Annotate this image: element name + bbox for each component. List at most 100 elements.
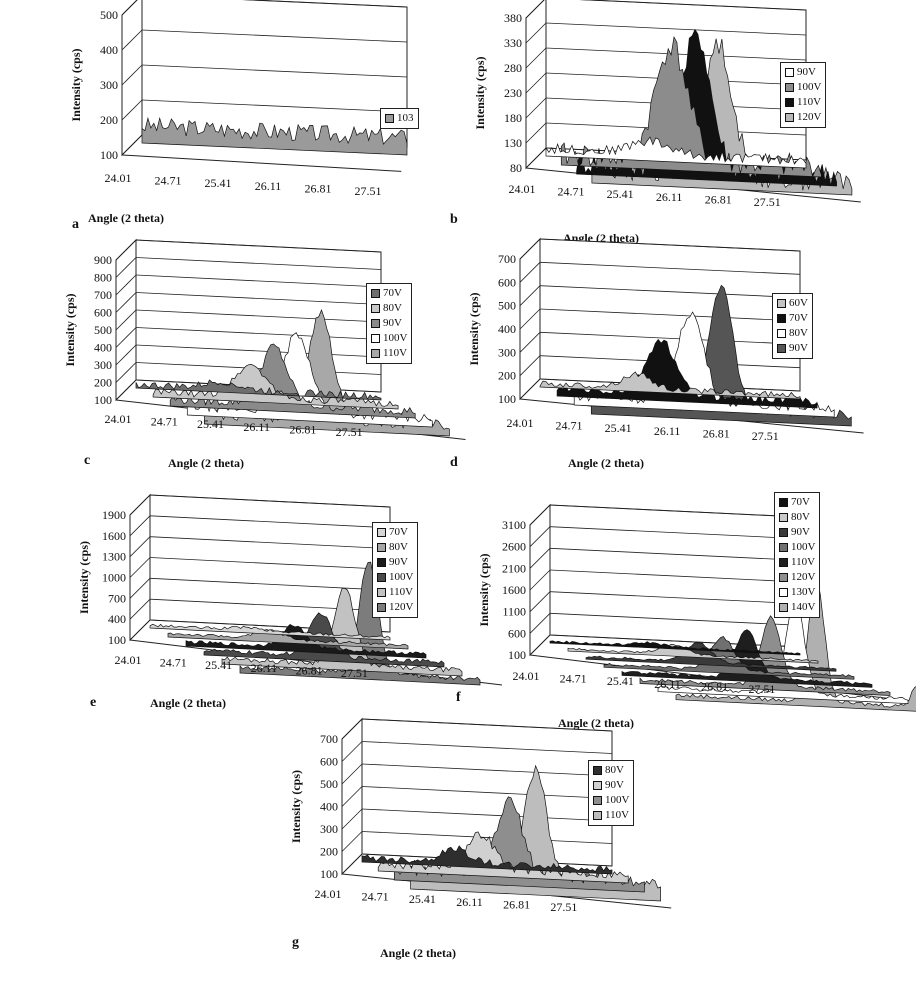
gridline-back — [135, 344, 382, 358]
legend-item-110v: 110V — [371, 346, 407, 361]
legend-item-130v: 130V — [779, 585, 815, 600]
gridline-left — [115, 344, 137, 366]
gridline-back — [135, 292, 382, 305]
gridline-back — [135, 239, 382, 253]
y-tick-label: 400 — [108, 612, 126, 626]
legend-swatch — [785, 113, 794, 122]
legend-item-110v: 110V — [779, 555, 815, 570]
y-tick-label: 800 — [94, 271, 112, 285]
legend-item-100v: 100V — [377, 570, 413, 585]
x-tick-label: 24.01 — [105, 171, 132, 185]
chart-panel-b: 380 330 280 230 180 130 80 24.01 24.71 25.41 26.11… — [450, 0, 916, 245]
gridline-back — [243, 0, 408, 8]
gridline-back — [135, 309, 382, 323]
x-tick-label: 26.81 — [296, 663, 323, 677]
x-tick-label: 26.81 — [289, 422, 316, 436]
legend-label: 120V — [389, 601, 414, 613]
y-tick-label: 180 — [504, 111, 522, 125]
legend-swatch — [779, 603, 788, 612]
x-tick-label: 24.71 — [558, 185, 585, 199]
y-tick-label: 2100 — [502, 561, 526, 575]
gridline-back — [549, 504, 801, 518]
legend-item-90v: 90V — [785, 65, 821, 80]
legend-item-90v: 90V — [779, 525, 815, 540]
legend-label: 80V — [605, 764, 624, 776]
gridline-back — [361, 831, 613, 844]
legend-label: 90V — [797, 66, 816, 78]
y-tick-label: 700 — [108, 591, 126, 605]
y-tick-label: 700 — [320, 732, 338, 746]
y-axis-title: Intensity (cps) — [473, 56, 487, 129]
legend-item-100v: 100V — [593, 793, 629, 808]
chart-panel-d: 700 600 500 400 300 200 100 24.01 24.71 25.41 26.1… — [450, 237, 916, 485]
gridline-back — [149, 494, 391, 508]
gridline-back — [539, 238, 801, 252]
gridline-back — [549, 612, 801, 626]
x-tick-label: 24.71 — [560, 672, 587, 686]
legend-swatch — [779, 513, 788, 522]
gridline-back — [135, 362, 382, 375]
gridline-back — [149, 536, 391, 550]
legend-f: 70V 80V 90V 100V 110V 120V 130V 140V — [774, 492, 821, 618]
x-tick-label: 27.51 — [336, 425, 363, 439]
y-axis-title: Intensity (cps) — [69, 48, 83, 121]
gridline-left — [519, 332, 541, 353]
legend-item-80v: 80V — [777, 326, 808, 341]
x-tick-label: 27.51 — [550, 900, 577, 914]
gridline-left — [519, 238, 541, 260]
gridline-left — [529, 591, 551, 612]
x-axis-title: Angle (2 theta) — [558, 716, 634, 730]
gridline-left — [115, 274, 137, 296]
gridline-left — [529, 526, 551, 547]
legend-label: 100V — [797, 81, 822, 93]
gridline-left — [519, 285, 541, 306]
y-tick-label: 1000 — [102, 571, 126, 585]
gridline-back — [549, 547, 801, 561]
y-tick-label: 500 — [100, 8, 118, 22]
legend-item-80v: 80V — [779, 510, 815, 525]
legend-label: 60V — [789, 297, 808, 309]
x-tick-label: 24.01 — [509, 182, 536, 196]
y-tick-label: 400 — [100, 43, 118, 57]
gridline-left — [519, 262, 541, 283]
series-90v-area — [545, 136, 807, 169]
gridline-back — [135, 274, 382, 288]
gridline-back — [539, 285, 801, 299]
gridline-left — [341, 763, 363, 785]
x-tick-label: 26.11 — [243, 420, 270, 434]
floor-line — [121, 154, 402, 172]
gridline-left — [525, 0, 545, 19]
legend-item-90v: 90V — [593, 778, 629, 793]
legend-b: 90V 100V 110V 120V — [780, 62, 827, 128]
legend-label: 70V — [389, 526, 408, 538]
gridline-left — [341, 786, 363, 807]
series-120v-area — [639, 615, 891, 696]
gridline-left — [525, 147, 547, 169]
legend-item-70v: 70V — [779, 495, 815, 510]
gridline-back — [545, 22, 807, 36]
y-tick-label: 200 — [100, 113, 118, 127]
panel-letter-b: b — [450, 212, 458, 227]
gridline-back — [149, 577, 391, 591]
x-axis-title: Angle (2 theta) — [568, 456, 644, 470]
x-tick-label: 26.11 — [654, 677, 681, 691]
gridline-left — [115, 362, 137, 383]
x-tick-label: 26.11 — [654, 424, 681, 438]
x-tick-label: 25.41 — [607, 187, 634, 201]
gridline-left — [341, 718, 363, 740]
gridline-left — [121, 64, 143, 86]
x-tick-label: 27.51 — [754, 195, 781, 209]
y-tick-label: 230 — [504, 86, 522, 100]
x-tick-label: 24.01 — [115, 653, 142, 667]
gridline-back — [135, 257, 382, 270]
x-tick-label: 24.71 — [556, 419, 583, 433]
legend-item-110v: 110V — [377, 585, 413, 600]
gridline-left — [341, 853, 363, 875]
legend-swatch — [777, 299, 786, 308]
legend-label: 120V — [791, 571, 816, 583]
chart-panel-a: 500 400 300 200 100 24.01 24.71 25.41 26.11 26.81… — [0, 0, 450, 245]
gridline-left — [341, 808, 363, 830]
chart-panel-e: 1900 1600 1300 1000 700 400 100 24.01 24.71 25.41… — [0, 490, 503, 720]
chart-svg-g: 700 600 500 400 300 200 100 24.01 24.71 25.41 26.1… — [289, 717, 672, 960]
y-tick-label: 600 — [498, 275, 516, 289]
